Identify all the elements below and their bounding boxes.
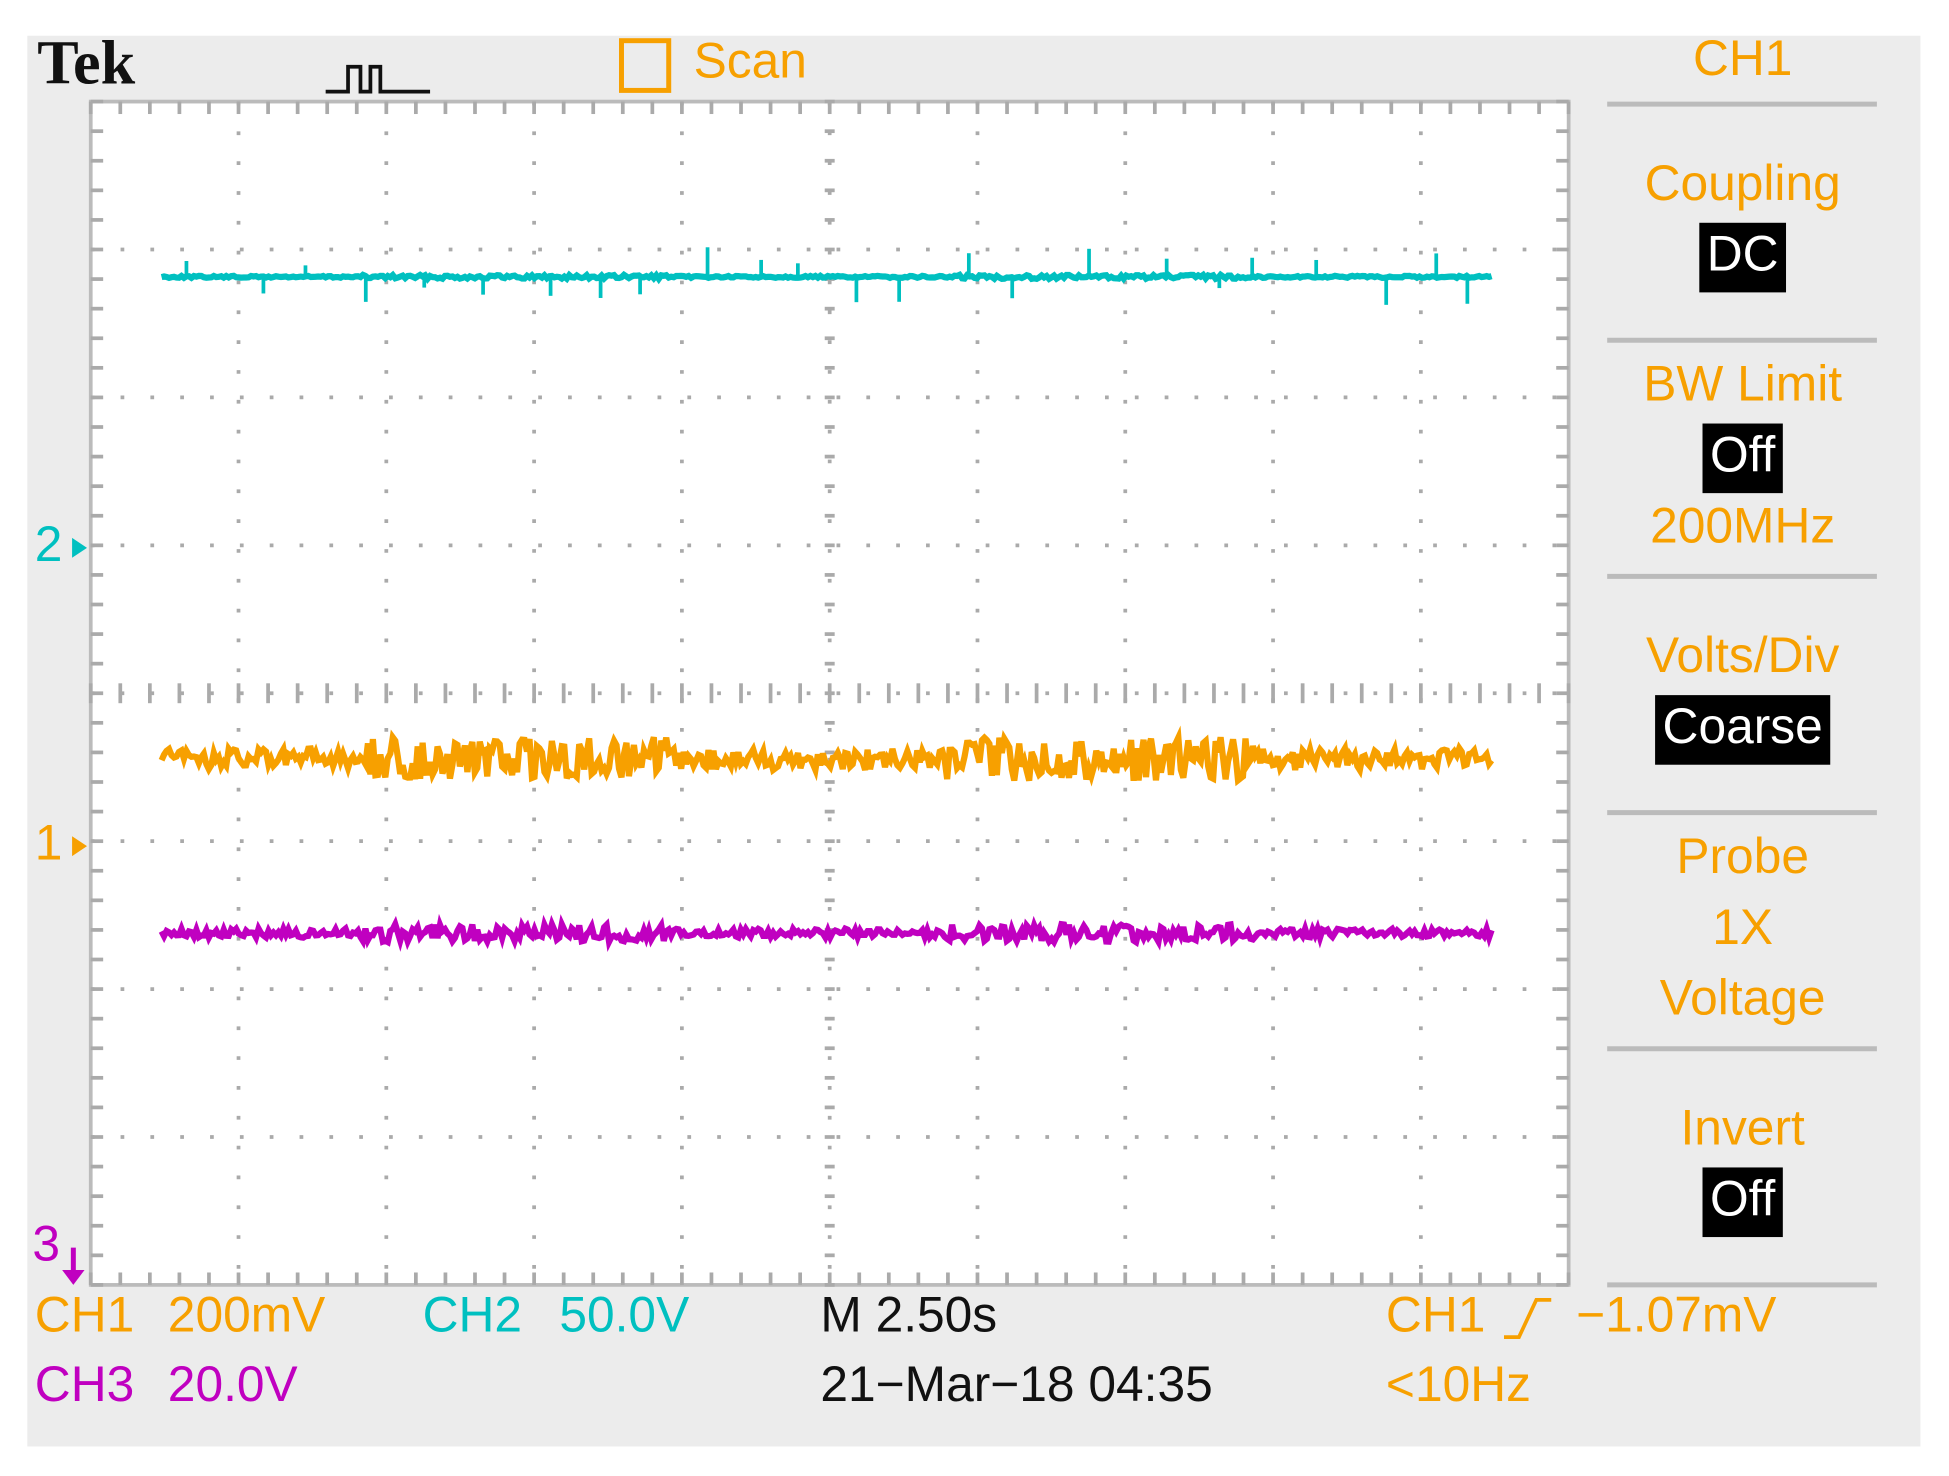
ch3-name: CH3 [35, 1356, 134, 1412]
ch1-arrow [72, 836, 88, 857]
ch1-scale: 200mV [168, 1287, 325, 1343]
trace [158, 913, 1495, 952]
menu-value-bg [1699, 222, 1787, 293]
trigger-level: −1.07mV [1576, 1287, 1776, 1343]
menu-title: CH1 [1693, 30, 1792, 86]
menu-label: Invert [1681, 1100, 1805, 1156]
logo: Tek [37, 30, 135, 98]
menu-value: Coarse [1663, 698, 1823, 754]
menu-value-box: DC [1699, 222, 1787, 293]
menu-line: 1X [1712, 899, 1773, 955]
side-menu: CH1 Coupling DC BW Limit Off 200MHz Volts/Div… [1607, 30, 1877, 1288]
menu-label: BW Limit [1643, 356, 1842, 412]
trace [160, 270, 1493, 285]
menu-extra: 200MHz [1650, 497, 1835, 553]
menu-value-box: Coarse [1655, 695, 1831, 765]
ch2-marker: 2 [35, 516, 63, 572]
ch2-name: CH2 [423, 1287, 522, 1343]
ch2-scale: 50.0V [559, 1287, 689, 1343]
traces [158, 247, 1495, 952]
trigger-source: CH1 [1386, 1287, 1485, 1343]
ch2-arrow [72, 537, 88, 558]
ch3-arrow [62, 1247, 85, 1285]
timebase: M 2.50s [820, 1287, 997, 1343]
ch1-marker: 1 [35, 814, 63, 870]
mode: Scan [694, 32, 807, 88]
menu-label: Volts/Div [1646, 627, 1840, 683]
ch1-name: CH1 [35, 1287, 134, 1343]
menu-label: Coupling [1645, 155, 1841, 211]
menu-value-box: Off [1702, 423, 1783, 494]
menu-value-box: Off [1702, 1167, 1783, 1238]
menu-value-bg [1702, 423, 1783, 494]
menu-value: Off [1710, 1170, 1776, 1226]
menu-value-bg [1702, 1167, 1783, 1238]
menu-value: DC [1707, 226, 1779, 282]
grid [88, 99, 1571, 1287]
trace [158, 725, 1495, 787]
acq-icon [325, 64, 431, 94]
menu-value: Off [1710, 426, 1776, 482]
menu-value-bg [1655, 695, 1831, 765]
datetime: 21−Mar−18 04:35 [820, 1356, 1212, 1412]
ch3-marker: 3 [32, 1216, 60, 1272]
ch3-scale: 20.0V [168, 1356, 298, 1412]
scan-box [619, 38, 672, 93]
trigger-slope [1504, 1297, 1552, 1339]
menu-label: Probe [1676, 828, 1809, 884]
trigger-frequency: <10Hz [1386, 1356, 1531, 1412]
menu-line: Voltage [1660, 970, 1826, 1026]
